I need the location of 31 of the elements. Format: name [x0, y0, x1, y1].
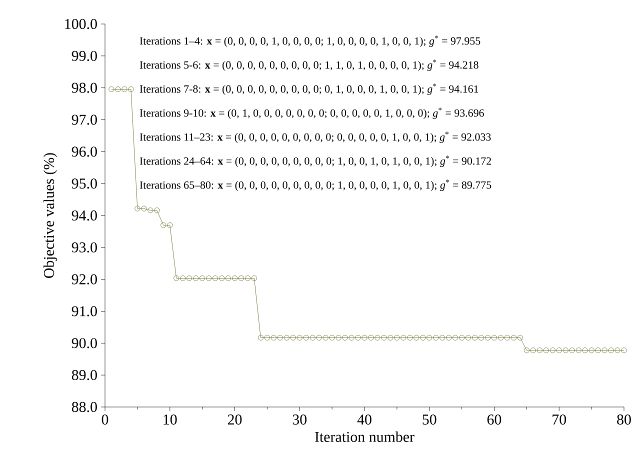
y-tick-label: 92.0 — [72, 274, 97, 284]
y-tick-label: 90.0 — [72, 338, 97, 348]
y-tick-label: 98.0 — [72, 82, 97, 93]
y-tick-label: 94.0 — [72, 210, 97, 221]
x-tick-label: 0 — [102, 414, 108, 425]
y-tick-label: 88.0 — [72, 402, 97, 412]
x-axis-title: Iteration number — [315, 431, 414, 442]
annotation: Iterations 24–64: x = (0, 0, 0, 0, 0, 0, 0, 0, 0; 1, 0, 0, 1, 0, 1, 0, 0, 1); g$^{*}$ = 90.172 — [140, 156, 491, 167]
y-tick-label: 89.0 — [72, 370, 97, 380]
annotation: Iterations 65–80: x = (0, 0, 0, 0, 0, 0, 0, 0, 0; 1, 0, 0, 0, 0, 1, 0, 0, 1); g$^{*}$ = 89.775 — [140, 180, 492, 191]
x-tick-label: 70 — [552, 414, 566, 425]
y-tick-label: 96.0 — [72, 146, 97, 157]
x-tick-label: 80 — [617, 414, 631, 425]
annotation: Iterations 5-6: x = (0, 0, 0, 0, 0, 0, 0, 0, 0; 1, 1, 0, 1, 0, 0, 0, 0, 1); g$^{*}$ = 94.218 — [140, 60, 478, 71]
x-tick-label: 40 — [357, 414, 372, 425]
y-axis-title: Objective values (%) — [43, 153, 58, 278]
x-tick-label: 20 — [228, 414, 242, 425]
y-tick-label: 91.0 — [72, 306, 97, 316]
x-tick-label: 10 — [164, 414, 177, 425]
annotation: Iterations 11–23: x = (0, 0, 0, 0, 0, 0, 0, 0, 0; 0, 0, 0, 0, 0, 1, 0, 0, 1); g$^{*}$ = 92.033 — [140, 132, 491, 143]
y-tick-label: 97.0 — [72, 114, 97, 125]
y-tick-label: 100.0 — [65, 18, 97, 30]
y-tick-label: 99.0 — [72, 50, 97, 61]
y-tick-label: 95.0 — [72, 178, 97, 189]
x-tick-label: 50 — [422, 414, 436, 425]
y-tick-label: 93.0 — [72, 242, 97, 252]
x-tick-label: 60 — [487, 414, 502, 425]
annotation: Iterations 7-8: x = (0, 0, 0, 0, 0, 0, 0, 0, 0; 0, 1, 0, 0, 0, 1, 0, 0, 1); g$^{*}$ = 94.161 — [140, 84, 478, 95]
annotation: Iterations 1–4: x = (0, 0, 0, 0, 1, 0, 0, 0, 0; 1, 0, 0, 0, 0, 1, 0, 0, 1); g$^{*}$ = 97.955 — [140, 36, 480, 47]
x-tick-label: 30 — [292, 414, 307, 425]
annotation: Iterations 9-10: x = (0, 1, 0, 0, 0, 0, 0, 0, 0; 0, 0, 0, 0, 0, 1, 0, 0, 0); g$^{*}$ = 93.696 — [140, 108, 484, 119]
